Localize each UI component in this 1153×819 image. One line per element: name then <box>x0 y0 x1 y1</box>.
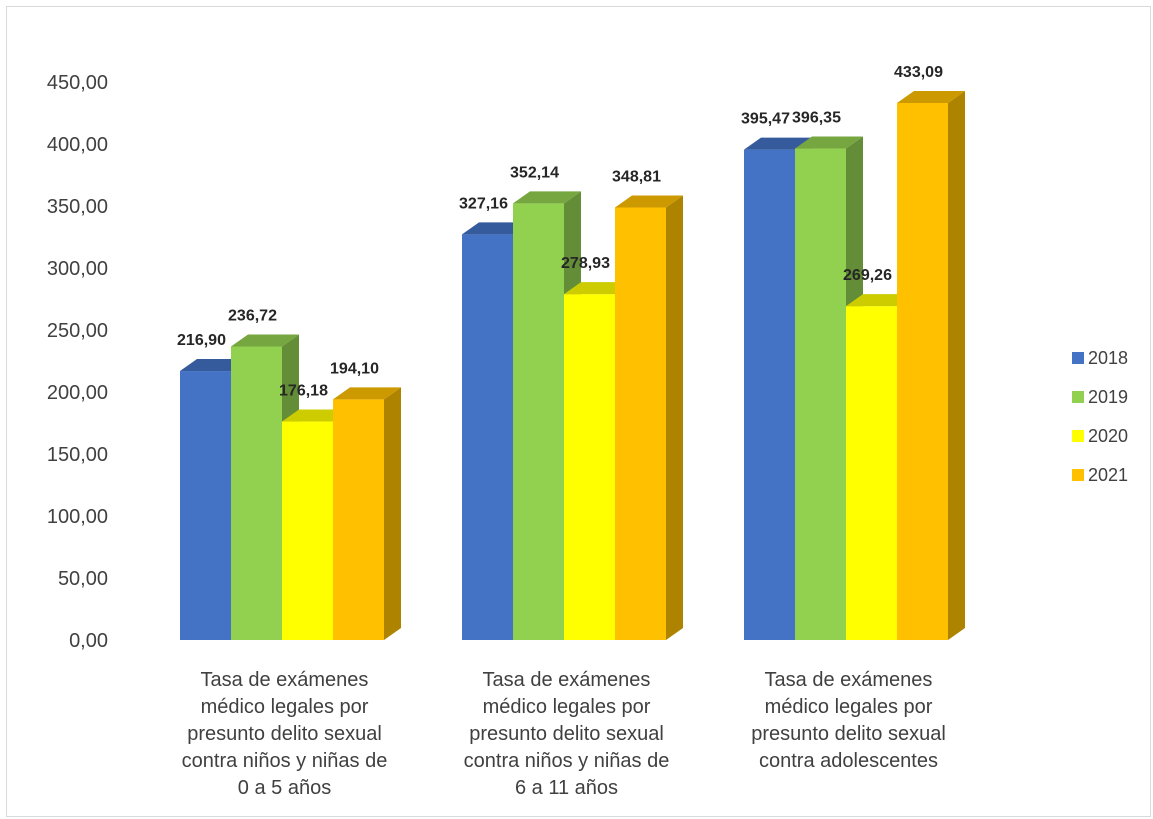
bar-front-face <box>564 294 615 640</box>
y-tick-label: 100,00 <box>47 506 108 528</box>
data-label: 352,14 <box>510 164 559 181</box>
bar-side-face <box>666 195 683 641</box>
bar-top-face <box>744 137 812 150</box>
legend-label: 2020 <box>1088 426 1128 446</box>
y-tick-label: 50,00 <box>58 568 108 590</box>
bar-front-face <box>897 102 948 641</box>
data-label: 269,26 <box>843 267 892 284</box>
legend: 2018 2019 2020 2021 <box>1072 348 1128 485</box>
legend-label: 2021 <box>1088 465 1128 485</box>
y-tick-label: 400,00 <box>47 134 108 156</box>
y-tick-label: 350,00 <box>47 196 108 218</box>
data-label: 327,16 <box>459 195 508 212</box>
data-label: 433,09 <box>894 64 943 81</box>
data-label: 176,18 <box>279 383 328 400</box>
data-label: 236,72 <box>228 307 277 324</box>
data-label: 278,93 <box>561 255 610 272</box>
data-label: 395,47 <box>741 111 790 128</box>
bar-front-face <box>282 421 333 640</box>
y-axis: 0,00 50,00 100,00 150,00 200,00 250,00 300,00 3… <box>47 72 108 652</box>
legend-item-2021: 2021 <box>1072 465 1128 485</box>
category-label: Tasa de exámenes médico legales por presun… <box>751 669 946 772</box>
y-tick-label: 250,00 <box>47 320 108 342</box>
bar-side-face <box>948 90 965 641</box>
bar-front-face <box>513 203 564 640</box>
category-label: Tasa de exámenes médico legales por presun… <box>182 669 388 799</box>
y-tick-label: 0,00 <box>69 630 108 652</box>
bar-front-face <box>615 207 666 641</box>
data-label: 216,90 <box>177 332 226 349</box>
y-tick-label: 300,00 <box>47 258 108 280</box>
bar-2021-3 <box>897 90 965 641</box>
bar-side-face <box>384 387 401 640</box>
bar-front-face <box>846 306 897 640</box>
bar-top-face <box>795 136 863 149</box>
legend-item-2020: 2020 <box>1072 426 1128 446</box>
bar-front-face <box>180 371 231 640</box>
data-label: 348,81 <box>612 168 661 185</box>
y-tick-label: 150,00 <box>47 444 108 466</box>
bar-2021-1 <box>333 387 401 640</box>
legend-swatch <box>1072 352 1084 364</box>
bar-front-face <box>231 346 282 640</box>
bar-front-face <box>333 399 384 640</box>
legend-swatch <box>1072 391 1084 403</box>
legend-item-2018: 2018 <box>1072 348 1128 368</box>
bar-front-face <box>744 149 795 641</box>
bar-top-face <box>615 195 683 208</box>
legend-label: 2019 <box>1088 387 1128 407</box>
data-label: 396,35 <box>792 110 841 127</box>
legend-item-2019: 2019 <box>1072 387 1128 407</box>
legend-swatch <box>1072 469 1084 481</box>
bar-2021-2 <box>615 195 683 641</box>
category-label-group: Tasa de exámenes médico legales por presun… <box>182 669 946 799</box>
bar-top-face <box>333 387 401 400</box>
y-tick-label: 450,00 <box>47 72 108 94</box>
bar-top-face <box>513 191 581 204</box>
data-label: 194,10 <box>330 360 379 377</box>
y-tick-label: 200,00 <box>47 382 108 404</box>
legend-label: 2018 <box>1088 348 1128 368</box>
category-label: Tasa de exámenes médico legales por presun… <box>464 669 670 799</box>
bar-series-group <box>180 90 965 641</box>
legend-swatch <box>1072 430 1084 442</box>
bar-front-face <box>795 148 846 640</box>
bar-top-face <box>897 90 965 103</box>
bar-front-face <box>462 234 513 640</box>
bar-top-face <box>231 334 299 347</box>
